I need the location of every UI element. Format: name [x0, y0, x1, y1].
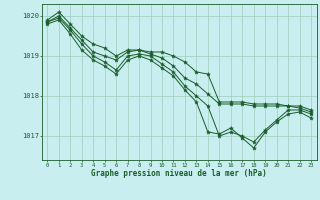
- X-axis label: Graphe pression niveau de la mer (hPa): Graphe pression niveau de la mer (hPa): [91, 169, 267, 178]
